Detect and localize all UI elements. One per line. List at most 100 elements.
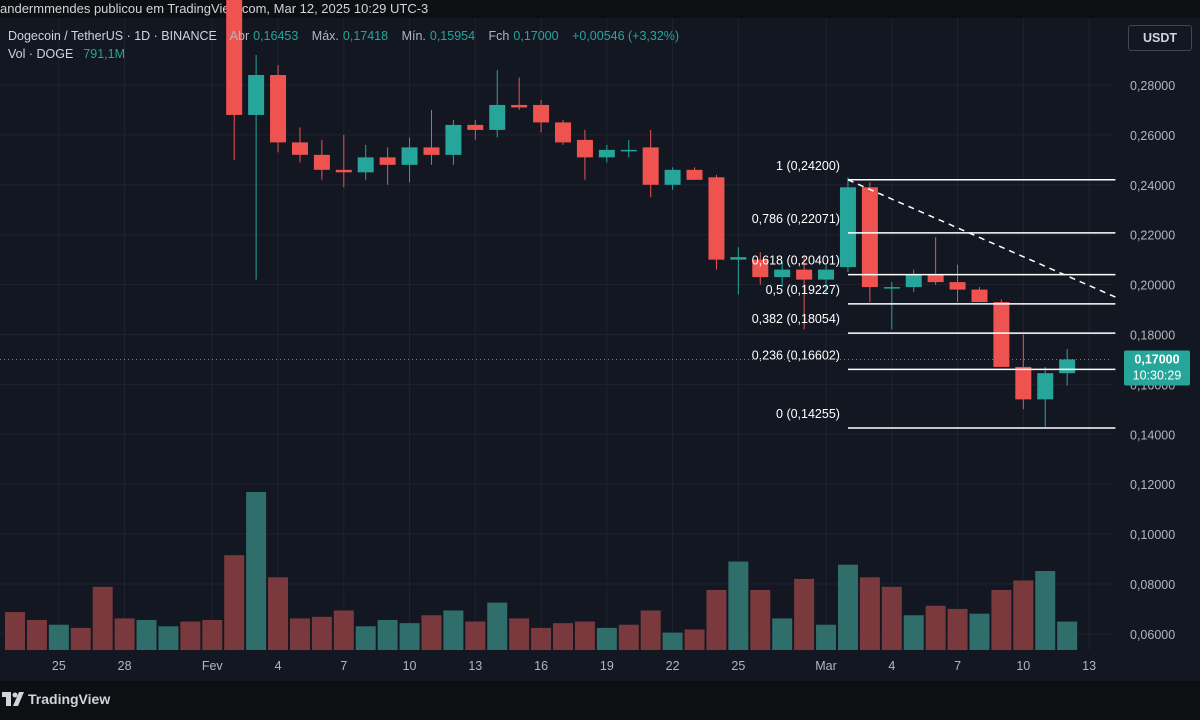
volume-value: 791,1M (83, 47, 125, 61)
candle-body (576, 139, 593, 158)
candle-body (533, 104, 550, 123)
candle-body (555, 122, 571, 143)
candle (335, 134, 352, 188)
candle-body (379, 157, 396, 165)
y-tick-label: 0,14000 (1130, 428, 1175, 442)
volume-label[interactable]: Vol · DOGE (8, 47, 74, 61)
candle-body (818, 269, 835, 280)
y-tick-label: 0,28000 (1130, 79, 1175, 93)
publish-bar: andermmendes publicou em TradingView.com… (0, 0, 1200, 18)
price-tag-price: 0,17000 (1134, 352, 1179, 366)
candle-body (1037, 373, 1054, 400)
fib-level-label: 0,236 (0,16602) (752, 348, 840, 362)
grid-lines (0, 18, 1112, 650)
candle (708, 174, 725, 270)
y-tick-label: 0,12000 (1130, 478, 1175, 492)
fib-level-label: 0,5 (0,19227) (766, 283, 840, 297)
volume-bar (596, 627, 617, 650)
volume-bar (92, 586, 113, 650)
candle-body (839, 187, 856, 268)
volume-bar (794, 578, 815, 650)
fib-level-label: 0,786 (0,22071) (752, 212, 840, 226)
candle-body (752, 259, 769, 278)
open-label: Abr (229, 29, 250, 43)
candle-body (708, 177, 725, 260)
candle (796, 257, 813, 330)
y-tick-label: 0,08000 (1130, 578, 1175, 592)
candle-body (423, 147, 440, 155)
volume-bar (136, 619, 157, 650)
candle (730, 247, 747, 295)
x-tick-label: 28 (118, 659, 132, 673)
volume-bar (289, 618, 310, 650)
candle (818, 264, 835, 295)
candle-body (686, 169, 703, 180)
candle-body (861, 187, 878, 288)
candle-body (445, 124, 462, 155)
volume-bar (728, 561, 749, 650)
fib-trend-line (847, 179, 1116, 298)
volume-bar (684, 629, 705, 650)
x-tick-label: Fev (202, 659, 224, 673)
fib-level-label: 0 (0,14255) (776, 407, 840, 421)
high-value: 0,17418 (342, 29, 389, 43)
candle (379, 147, 396, 185)
candle (576, 129, 593, 180)
open-value: 0,16453 (253, 29, 299, 43)
volume-bar (574, 621, 595, 650)
volume-bar (531, 627, 552, 650)
fib-level-label: 0,382 (0,18054) (752, 312, 840, 326)
candle (313, 139, 330, 180)
candle (883, 282, 900, 330)
candle-body (927, 274, 944, 283)
candle-body (993, 302, 1010, 367)
y-tick-label: 0,18000 (1130, 329, 1175, 343)
symbol-title[interactable]: Dogecoin / TetherUS · 1D · BINANCE (8, 29, 217, 43)
tradingview-logo[interactable]: TradingView (2, 690, 110, 708)
candle-body (357, 157, 374, 173)
volume-bar (268, 577, 289, 650)
candle-body (949, 282, 966, 290)
fib-level-label: 1 (0,24200) (776, 159, 840, 173)
candle-body (291, 142, 308, 155)
fibonacci-retracement[interactable]: 1 (0,24200) 0,786 (0,22071) 0,618 (0,20401… (752, 159, 1116, 429)
x-tick-label: 10 (403, 659, 417, 673)
x-tick-label: 25 (52, 659, 66, 673)
x-tick-label: 7 (340, 659, 347, 673)
high-label: Máx. (311, 29, 339, 43)
candle (971, 287, 988, 303)
x-tick-label: 10 (1016, 659, 1030, 673)
volume-bar (465, 621, 486, 650)
candle-body (796, 269, 813, 280)
volume-bar (750, 589, 771, 650)
volume-bar (311, 616, 332, 650)
volume-bar (224, 555, 245, 650)
candle (774, 262, 791, 288)
change-value: +0,00546 (+3,32%) (572, 29, 680, 43)
candle (401, 137, 418, 183)
candle (839, 177, 856, 273)
candle-body (467, 124, 484, 130)
candle-body (598, 149, 615, 158)
volume-bar (158, 626, 179, 650)
candle-body (730, 257, 747, 260)
x-tick-label: Mar (815, 659, 837, 673)
candle (357, 144, 374, 180)
price-tag-countdown: 10:30:29 (1133, 368, 1182, 382)
volume-bar (816, 624, 837, 650)
volume-bar (1035, 571, 1056, 650)
candles (226, 0, 1076, 427)
volume-bar (881, 586, 902, 650)
volume-bar (114, 618, 135, 650)
price-chart[interactable]: 1 (0,24200) 0,786 (0,22071) 0,618 (0,20401… (0, 0, 1200, 681)
candle-body (489, 104, 506, 130)
candle (949, 264, 966, 303)
currency-button[interactable]: USDT (1128, 25, 1192, 51)
candle (270, 65, 287, 153)
x-tick-label: 19 (600, 659, 614, 673)
volume-bar (421, 615, 442, 650)
volume-bar (355, 626, 376, 650)
x-tick-label: 4 (275, 659, 282, 673)
volume-bar (947, 608, 968, 650)
time-axis[interactable]: 25 28 Fev 4 7 10 13 16 19 22 25 Mar 4 7 10 13 (52, 659, 1096, 673)
